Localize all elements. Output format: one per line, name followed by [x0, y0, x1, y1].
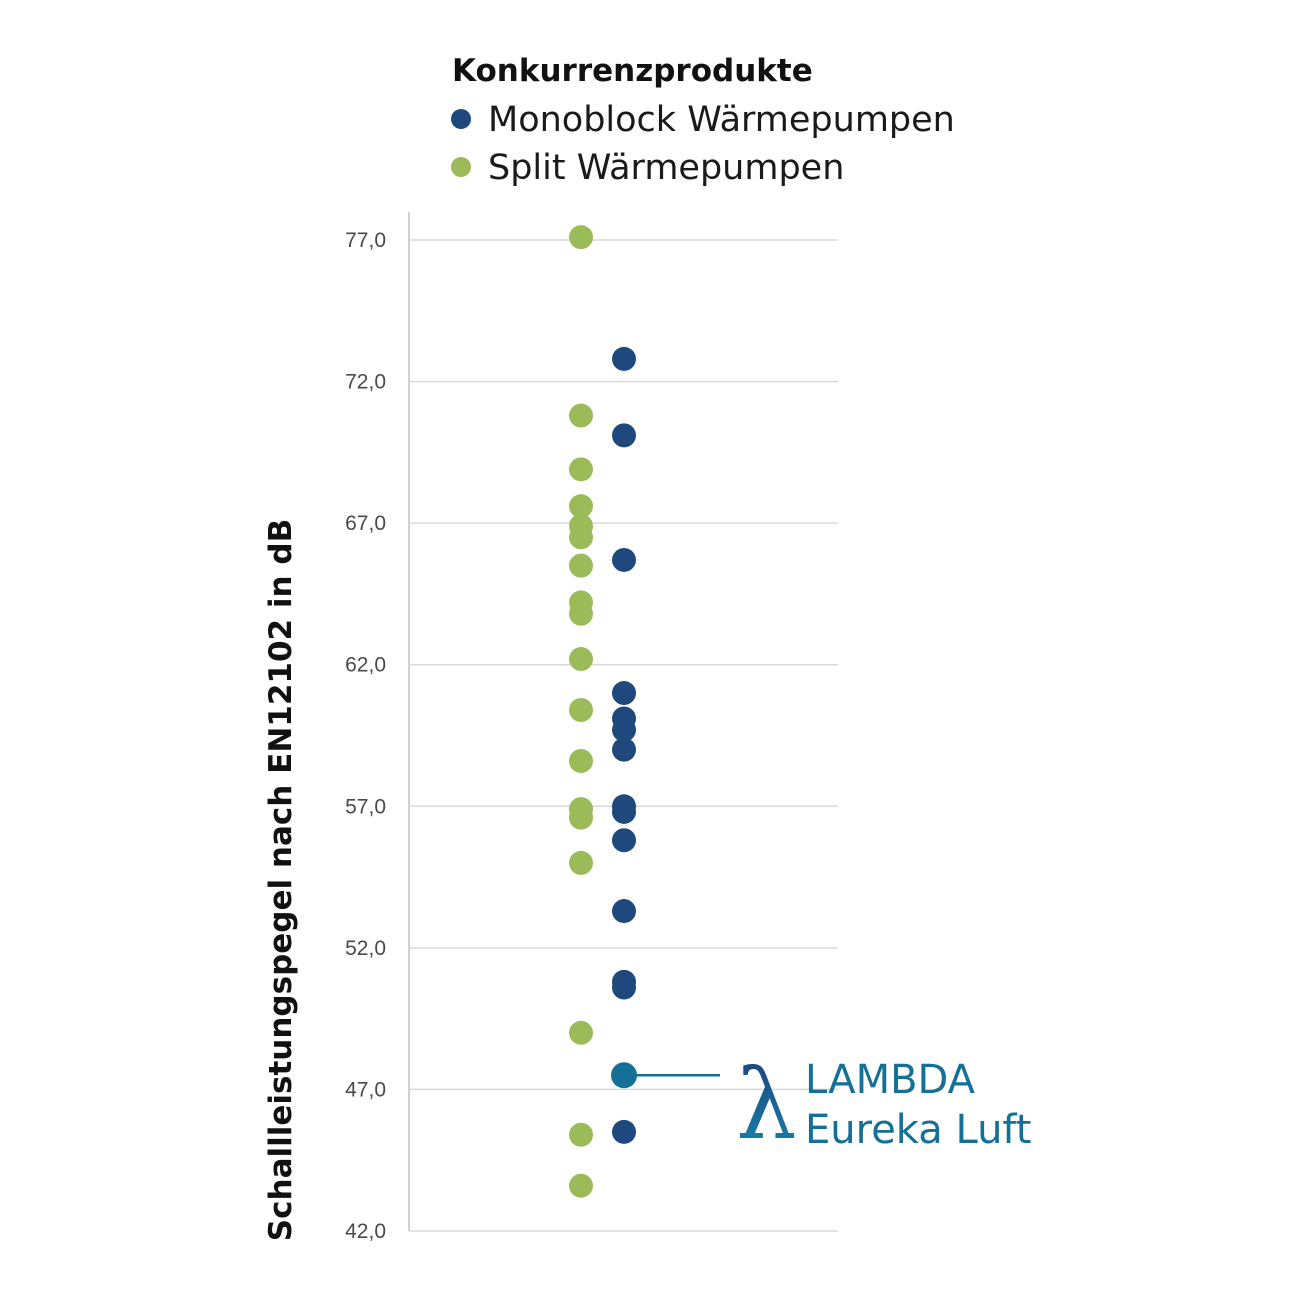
- split-data-point: [569, 525, 593, 550]
- monoblock-data-point: [612, 346, 636, 371]
- y-tick-label: 52,0: [345, 937, 386, 960]
- legend-marker-monoblock: [451, 109, 471, 129]
- split-data-point: [569, 698, 593, 723]
- monoblock-data-point: [612, 828, 636, 853]
- monoblock-data-point: [612, 737, 636, 762]
- monoblock-data-point: [612, 547, 636, 572]
- y-tick-label: 47,0: [345, 1078, 386, 1101]
- monoblock-data-point: [612, 799, 636, 824]
- monoblock-data-point: [612, 681, 636, 706]
- y-tick-labels: 77,0 72,0 67,0 62,0 57,0 52,0 47,0 42,0: [345, 229, 386, 1243]
- lambda-logo-icon: λ: [736, 1049, 797, 1161]
- lambda-annotation: λ LAMBDA Eureka Luft: [611, 1049, 1031, 1161]
- split-data-point: [569, 805, 593, 830]
- split-data-point: [569, 748, 593, 773]
- legend-label-monoblock: Monoblock Wärmepumpen: [488, 100, 955, 140]
- y-tick-label: 77,0: [345, 229, 386, 252]
- legend-marker-split: [451, 157, 471, 177]
- annotation-label-line1: LAMBDA: [805, 1057, 976, 1103]
- split-data-point: [569, 403, 593, 428]
- monoblock-data-point: [612, 717, 636, 742]
- monoblock-data-point: [612, 1119, 636, 1144]
- y-tick-label: 57,0: [345, 795, 386, 818]
- legend-title: Konkurrenzprodukte: [452, 53, 813, 89]
- split-data-point: [569, 1020, 593, 1045]
- split-data-point: [569, 457, 593, 482]
- split-data-point: [569, 601, 593, 626]
- data-points: [569, 225, 636, 1198]
- legend-label-split: Split Wärmepumpen: [488, 148, 844, 188]
- annotation-label-line2: Eureka Luft: [805, 1107, 1031, 1153]
- split-data-point: [569, 494, 593, 519]
- y-tick-label: 62,0: [345, 654, 386, 677]
- monoblock-data-point: [612, 899, 636, 924]
- legend: Konkurrenzprodukte Monoblock Wärmepumpen…: [451, 53, 955, 188]
- y-tick-label: 42,0: [345, 1220, 386, 1243]
- y-tick-label: 67,0: [345, 512, 386, 535]
- split-data-point: [569, 553, 593, 578]
- monoblock-data-point: [612, 975, 636, 1000]
- split-data-point: [569, 647, 593, 672]
- split-data-point: [569, 225, 593, 250]
- monoblock-data-point: [612, 423, 636, 448]
- split-data-point: [569, 1173, 593, 1198]
- split-data-point: [569, 1122, 593, 1147]
- y-axis-label: Schallleistungspegel nach EN12102 in dB: [263, 519, 299, 1241]
- lambda-eureka-point: [611, 1062, 637, 1089]
- split-data-point: [569, 850, 593, 875]
- y-tick-label: 72,0: [345, 371, 386, 394]
